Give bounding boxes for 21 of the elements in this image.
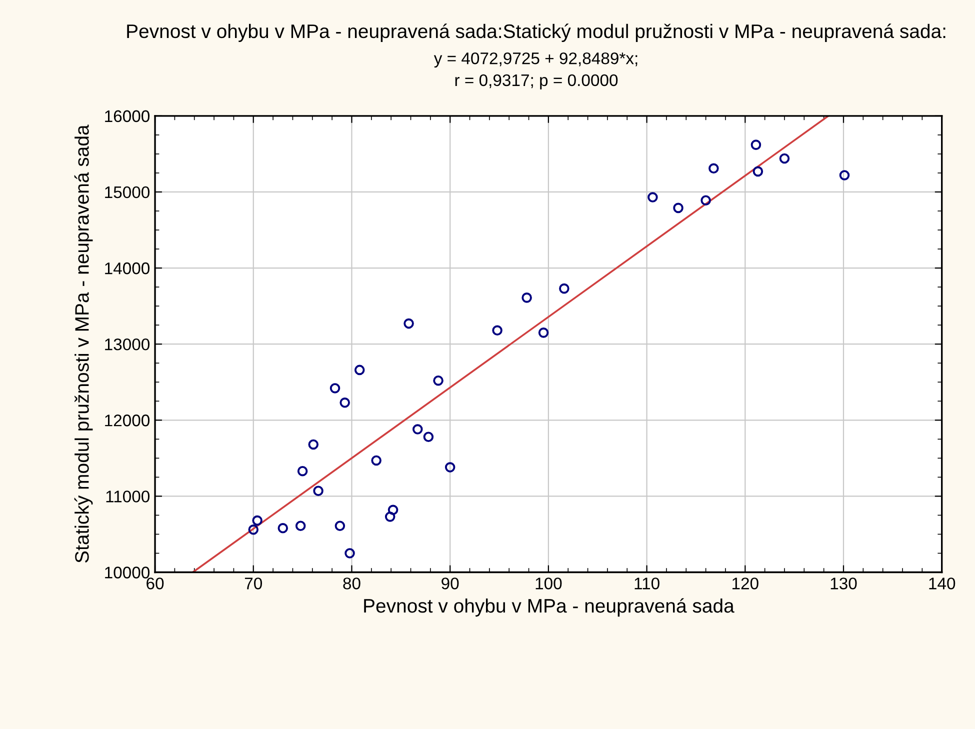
chart-title: Pevnost v ohybu v MPa - neupravená sada:Statický modul pružnosti v MPa - neupravená sada: [127, 24, 946, 42]
text: y = 4072,9725 + 92,8489*x; [434, 52, 638, 68]
y-axis-title: Statický modul pružnosti v MPa - neupravená sada [74, 124, 93, 563]
x-tick-label: 60 [146, 578, 164, 590]
y-tick-label: 10000 [105, 566, 150, 578]
x-tick-label: 130 [830, 578, 857, 590]
x-tick-label: 70 [244, 578, 262, 590]
x-tick-label: 110 [634, 578, 660, 590]
y-tick-label: 15000 [105, 186, 150, 198]
x-tick-label: 140 [929, 578, 956, 590]
x-axis-title: Pevnost v ohybu v MPa - neupravená sada [364, 598, 734, 617]
y-tick-label: 14000 [105, 262, 150, 274]
text: r = 0,9317; p = 0.0000 [455, 74, 618, 90]
x-tick-label: 120 [732, 578, 758, 590]
x-tick-label: 100 [536, 578, 562, 590]
y-tick-label: 13000 [105, 338, 150, 350]
x-tick-label: 80 [343, 578, 360, 590]
x-tick-label: 90 [442, 578, 459, 590]
y-tick-label: 12000 [105, 414, 150, 426]
y-tick-label: 11000 [106, 490, 150, 502]
y-tick-label: 16000 [105, 110, 150, 122]
